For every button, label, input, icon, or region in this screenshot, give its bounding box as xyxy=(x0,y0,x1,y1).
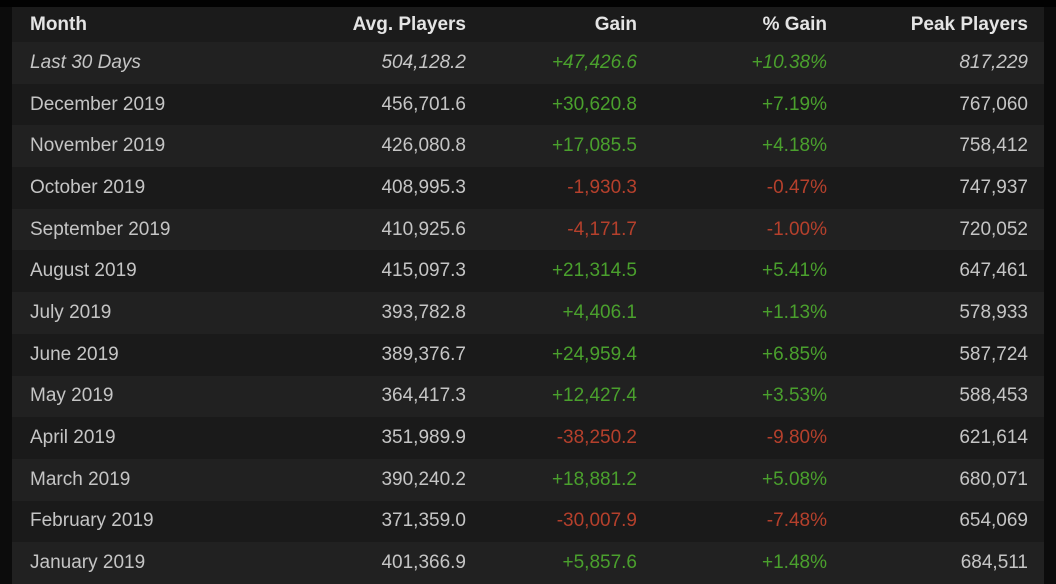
month-cell: December 2019 xyxy=(30,93,166,115)
pct-gain-cell: +5.08% xyxy=(762,468,827,490)
gain-cell: +21,314.5 xyxy=(551,260,637,282)
table-row-september-2019: September 2019 410,925.6 -4,171.7 -1.00%… xyxy=(12,208,1044,251)
pct-gain-cell: -1.00% xyxy=(766,218,827,240)
column-header-gain: Gain xyxy=(466,7,637,42)
pct-gain-cell: +1.48% xyxy=(762,552,827,574)
gain-cell: -30,007.9 xyxy=(556,510,637,532)
peak-players-cell: 654,069 xyxy=(959,510,1028,532)
avg-players-cell: 456,701.6 xyxy=(381,93,466,115)
pct-gain-cell: -0.47% xyxy=(766,176,827,198)
avg-players-cell: 390,240.2 xyxy=(381,468,466,490)
peak-players-cell: 747,937 xyxy=(959,176,1028,198)
gain-cell: +47,426.6 xyxy=(551,51,637,73)
month-cell: Last 30 Days xyxy=(30,51,141,73)
gain-cell: -1,930.3 xyxy=(567,176,637,198)
avg-players-cell: 389,376.7 xyxy=(381,343,466,365)
table-row-october-2019: October 2019 408,995.3 -1,930.3 -0.47% 7… xyxy=(12,167,1044,209)
peak-players-cell: 767,060 xyxy=(959,93,1028,115)
pct-gain-cell: +10.38% xyxy=(751,51,827,73)
avg-players-cell: 401,366.9 xyxy=(381,552,466,574)
peak-players-cell: 680,071 xyxy=(959,468,1028,490)
pct-gain-cell: +3.53% xyxy=(762,385,827,407)
gain-cell: -38,250.2 xyxy=(556,427,637,449)
pct-gain-cell: +7.19% xyxy=(762,93,827,115)
month-cell: November 2019 xyxy=(30,135,166,157)
gain-cell: +18,881.2 xyxy=(551,468,637,490)
avg-players-cell: 426,080.8 xyxy=(381,135,466,157)
avg-players-cell: 408,995.3 xyxy=(381,176,466,198)
avg-players-cell: 410,925.6 xyxy=(381,218,466,240)
month-cell: September 2019 xyxy=(30,218,171,240)
table-row-december-2019: December 2019 456,701.6 +30,620.8 +7.19%… xyxy=(12,83,1044,126)
pct-gain-cell: -7.48% xyxy=(766,510,827,532)
player-stats-table: Month Avg. Players Gain % Gain Peak Play… xyxy=(12,7,1044,584)
month-cell: February 2019 xyxy=(30,510,154,532)
player-stats-table-container: Month Avg. Players Gain % Gain Peak Play… xyxy=(12,7,1044,584)
month-cell: August 2019 xyxy=(30,260,137,282)
column-header-month: Month xyxy=(12,7,332,42)
gain-cell: +30,620.8 xyxy=(551,93,637,115)
month-cell: April 2019 xyxy=(30,427,116,449)
peak-players-cell: 720,052 xyxy=(959,218,1028,240)
table-row-july-2019: July 2019 393,782.8 +4,406.1 +1.13% 578,… xyxy=(12,292,1044,334)
peak-players-cell: 817,229 xyxy=(959,51,1028,73)
table-row-june-2019: June 2019 389,376.7 +24,959.4 +6.85% 587… xyxy=(12,333,1044,376)
peak-players-cell: 578,933 xyxy=(959,301,1028,323)
peak-players-cell: 684,511 xyxy=(960,552,1028,574)
gain-cell: +12,427.4 xyxy=(551,385,637,407)
table-row-april-2019: April 2019 351,989.9 -38,250.2 -9.80% 62… xyxy=(12,417,1044,459)
table-header: Month Avg. Players Gain % Gain Peak Play… xyxy=(12,7,1044,42)
table-row-august-2019: August 2019 415,097.3 +21,314.5 +5.41% 6… xyxy=(12,250,1044,293)
month-cell: May 2019 xyxy=(30,385,114,407)
table-row-last-30-days: Last 30 Days 504,128.2 +47,426.6 +10.38%… xyxy=(12,42,1044,84)
pct-gain-cell: +4.18% xyxy=(762,135,827,157)
avg-players-cell: 415,097.3 xyxy=(381,260,466,282)
table-row-january-2019: January 2019 401,366.9 +5,857.6 +1.48% 6… xyxy=(12,542,1044,584)
peak-players-cell: 588,453 xyxy=(959,385,1028,407)
gain-cell: +24,959.4 xyxy=(551,343,637,365)
month-cell: January 2019 xyxy=(30,552,146,574)
table-row-march-2019: March 2019 390,240.2 +18,881.2 +5.08% 68… xyxy=(12,458,1044,501)
column-header-peak-players: Peak Players xyxy=(827,7,1044,42)
table-row-february-2019: February 2019 371,359.0 -30,007.9 -7.48%… xyxy=(12,500,1044,543)
pct-gain-cell: -9.80% xyxy=(766,427,827,449)
column-header-avg-players: Avg. Players xyxy=(332,7,466,42)
avg-players-cell: 364,417.3 xyxy=(381,385,466,407)
gain-cell: -4,171.7 xyxy=(567,218,637,240)
month-cell: July 2019 xyxy=(30,301,112,323)
peak-players-cell: 621,614 xyxy=(959,427,1028,449)
gain-cell: +4,406.1 xyxy=(562,301,638,323)
avg-players-cell: 393,782.8 xyxy=(381,301,466,323)
pct-gain-cell: +5.41% xyxy=(762,260,827,282)
month-cell: June 2019 xyxy=(30,343,119,365)
gain-cell: +17,085.5 xyxy=(551,135,637,157)
peak-players-cell: 758,412 xyxy=(959,135,1028,157)
avg-players-cell: 351,989.9 xyxy=(381,427,466,449)
column-header-pct-gain: % Gain xyxy=(637,7,827,42)
gain-cell: +5,857.6 xyxy=(562,552,638,574)
month-cell: March 2019 xyxy=(30,468,131,490)
table-body: Last 30 Days 504,128.2 +47,426.6 +10.38%… xyxy=(12,42,1044,584)
pct-gain-cell: +1.13% xyxy=(762,301,827,323)
window-top-edge xyxy=(0,0,1056,7)
header-row: Month Avg. Players Gain % Gain Peak Play… xyxy=(12,7,1044,42)
table-row-may-2019: May 2019 364,417.3 +12,427.4 +3.53% 588,… xyxy=(12,375,1044,418)
avg-players-cell: 371,359.0 xyxy=(381,510,466,532)
avg-players-cell: 504,128.2 xyxy=(381,51,466,73)
peak-players-cell: 587,724 xyxy=(959,343,1028,365)
month-cell: October 2019 xyxy=(30,176,146,198)
table-row-november-2019: November 2019 426,080.8 +17,085.5 +4.18%… xyxy=(12,125,1044,168)
pct-gain-cell: +6.85% xyxy=(762,343,827,365)
peak-players-cell: 647,461 xyxy=(959,260,1028,282)
